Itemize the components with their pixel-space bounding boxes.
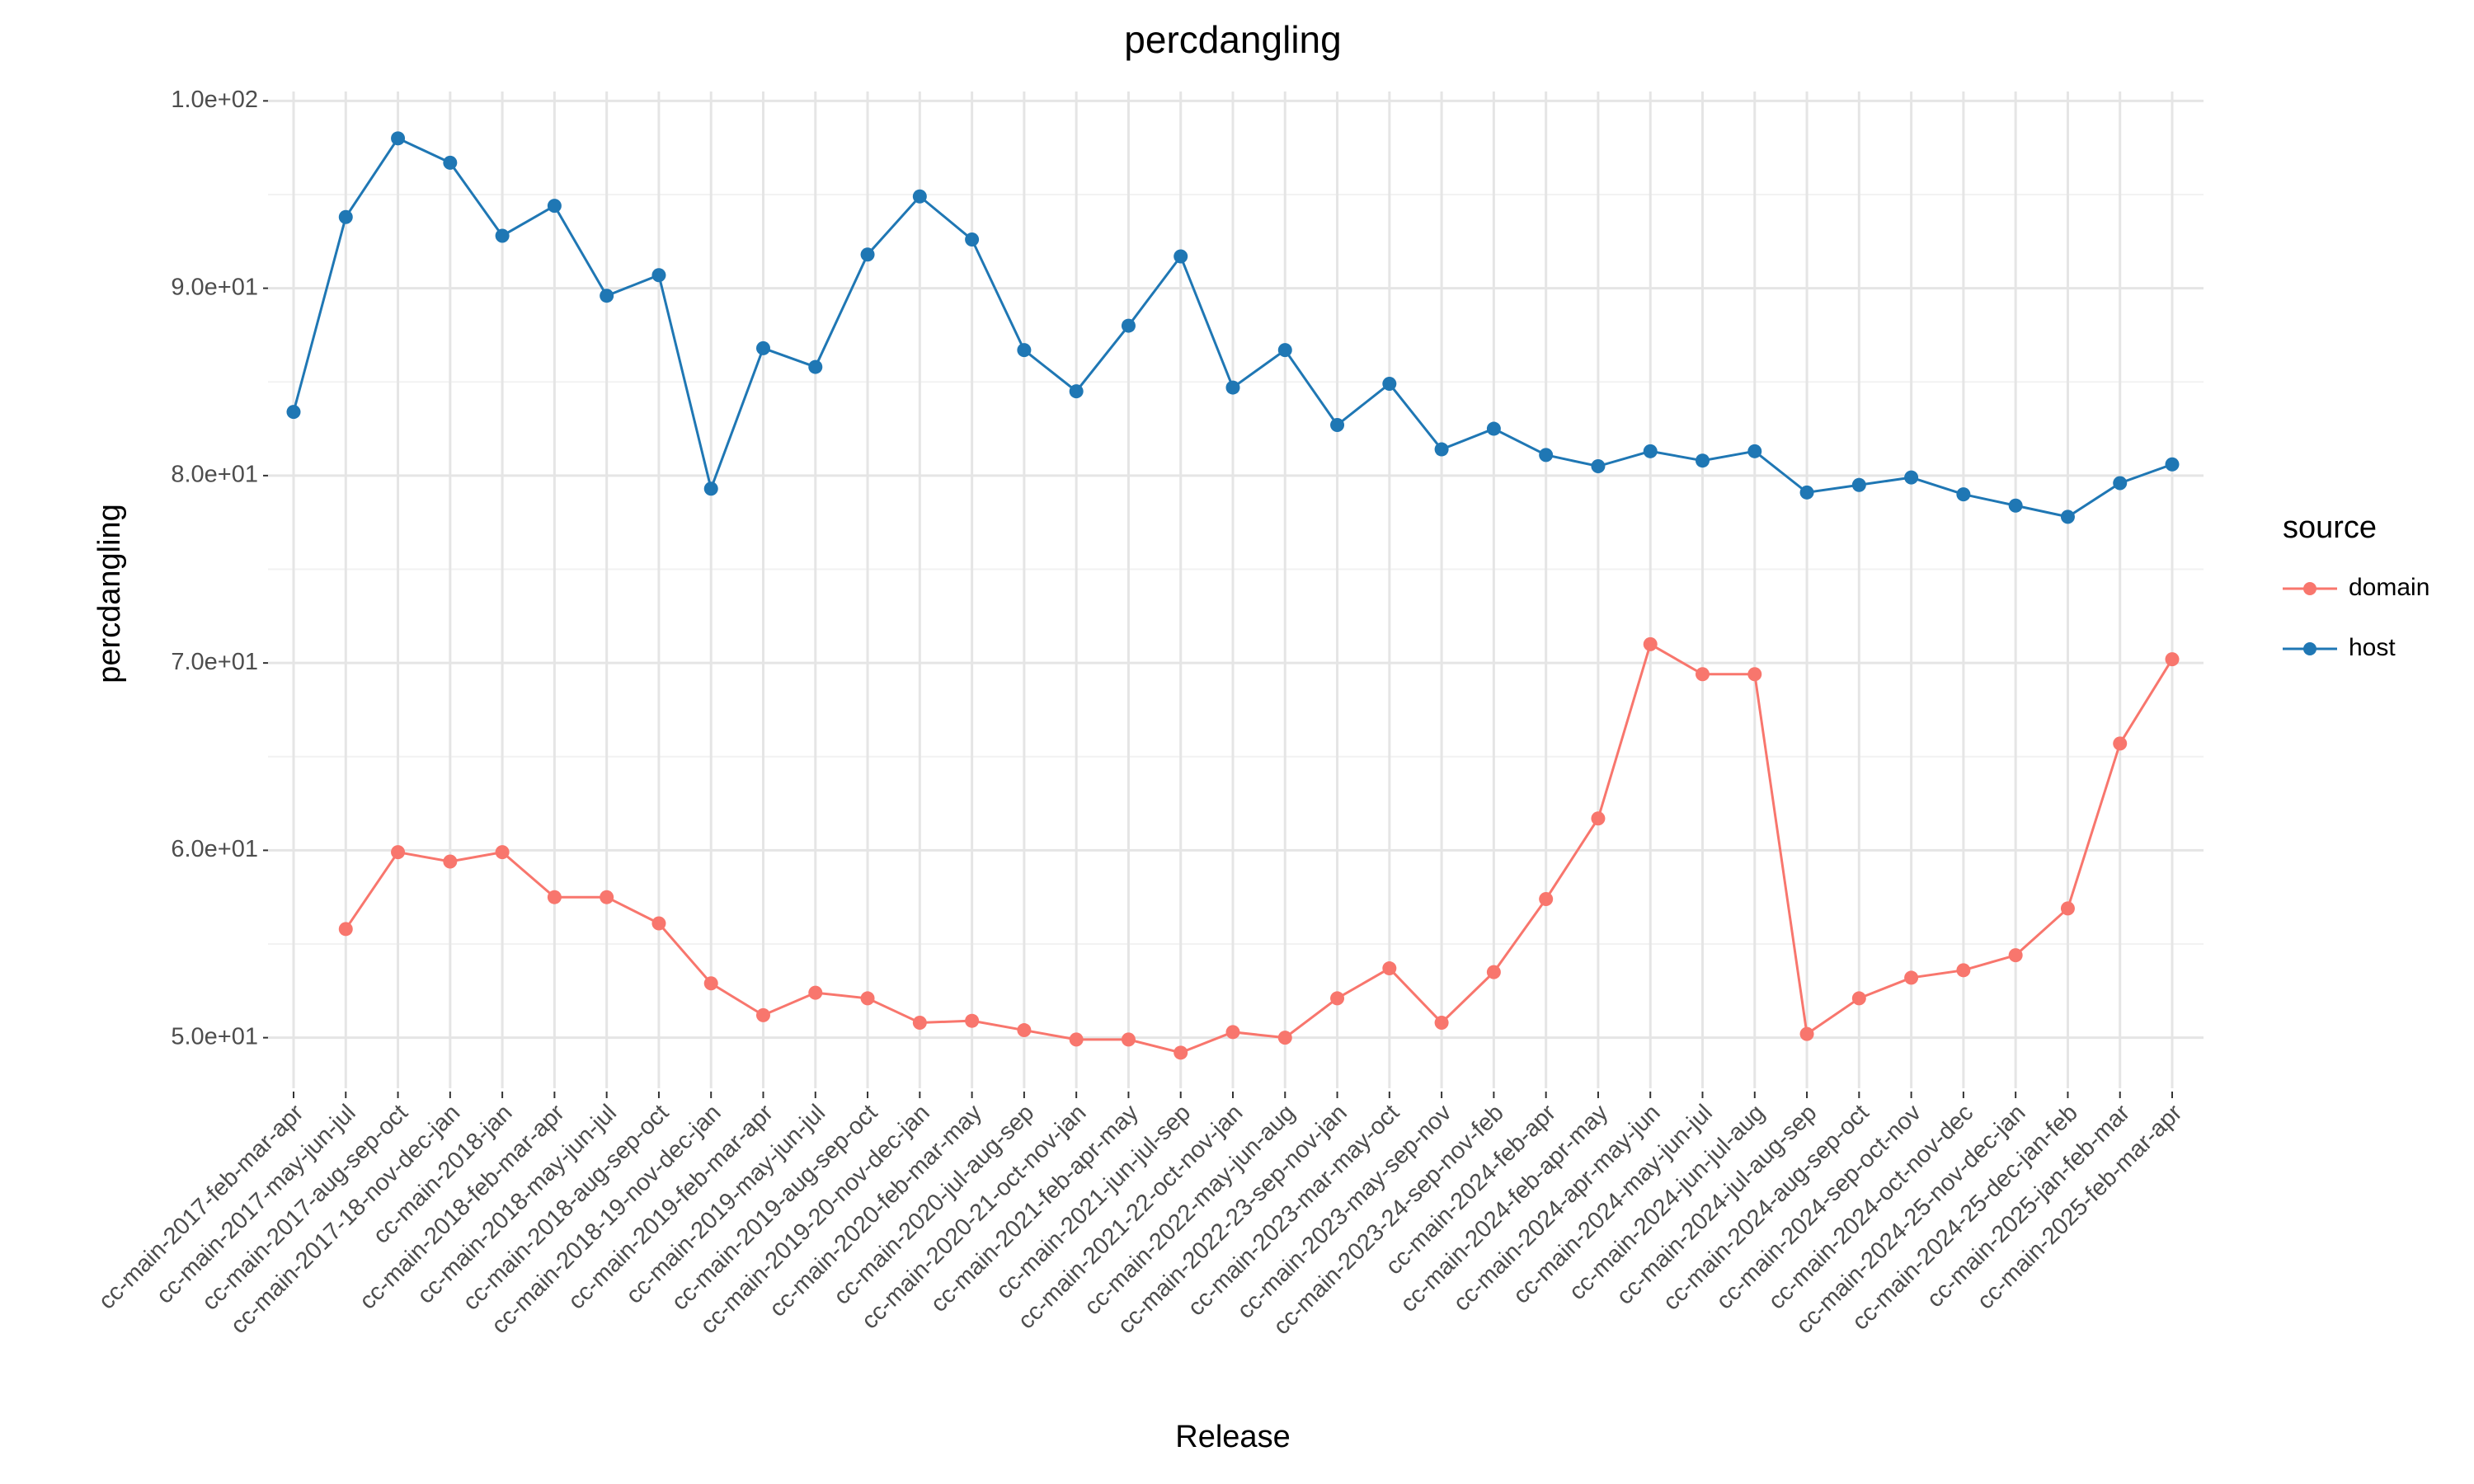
data-point [1904,970,1919,985]
data-point [808,359,823,374]
data-point [391,131,406,146]
data-point [338,922,353,937]
data-point [1069,384,1084,399]
data-point [756,340,770,355]
data-point [547,890,562,904]
data-point [1904,470,1919,485]
data-point [2060,510,2075,524]
data-point [338,209,353,224]
legend-label: domain [2349,574,2429,601]
data-point [651,916,666,931]
data-point [1277,343,1292,358]
data-point [1956,487,1971,502]
legend-title: source [2283,510,2377,545]
data-point [2113,476,2128,491]
data-point [1643,444,1658,458]
chart-title: percdangling [1124,18,1341,61]
data-point [1017,1023,1032,1038]
data-point [443,854,458,869]
data-point [495,845,510,860]
data-point [1434,442,1449,457]
y-tick-label: 9.0e+01 [171,274,258,300]
data-point [1121,1032,1136,1047]
data-point [443,155,458,170]
data-point [1591,459,1606,474]
legend-marker [2303,642,2316,655]
data-point [2165,652,2180,667]
data-point [547,199,562,214]
data-point [286,405,301,420]
data-point [1069,1032,1084,1047]
data-point [2165,457,2180,472]
data-point [1330,418,1345,433]
data-point [1747,444,1762,458]
data-point [1174,249,1188,264]
data-point [703,481,718,496]
data-point [860,991,875,1006]
data-point [1851,991,1866,1006]
x-axis-title: Release [1175,1420,1290,1454]
data-point [2008,948,2023,963]
y-tick-label: 8.0e+01 [171,462,258,488]
x-tick-label: cc-main-2017-may-jun-jul [152,1100,361,1309]
data-point [1799,485,1814,500]
data-point [1956,963,1971,978]
data-point [1174,1045,1188,1060]
y-tick-label: 6.0e+01 [171,836,258,862]
data-point [495,228,510,243]
data-point [2060,901,2075,916]
series-line [345,642,2174,1054]
y-tick-label: 1.0e+02 [171,87,258,113]
data-point [1486,421,1501,436]
data-point [1277,1031,1292,1045]
y-axis-title: percdangling [92,504,127,683]
data-point [651,268,666,283]
data-point [1330,991,1345,1006]
data-point [1539,448,1554,463]
data-point [1225,1025,1240,1040]
data-point [965,232,980,247]
data-point [1643,636,1658,651]
data-point [391,845,406,860]
legend-label: host [2349,634,2396,661]
data-point [703,976,718,991]
data-point [808,985,823,1000]
data-point [1591,811,1606,826]
data-point [1434,1015,1449,1030]
data-point [1696,667,1710,682]
data-point [1486,965,1501,979]
data-point [1121,318,1136,333]
data-point [912,189,927,204]
data-point [756,1007,770,1022]
y-tick-label: 7.0e+01 [171,649,258,675]
data-point [912,1015,927,1030]
data-point [1382,961,1397,976]
data-point [1696,453,1710,468]
data-point [2113,736,2128,751]
data-point [1017,343,1032,358]
data-point [965,1013,980,1028]
data-point [1799,1026,1814,1041]
data-point [1747,667,1762,682]
y-tick-label: 5.0e+01 [171,1023,258,1050]
data-point [860,247,875,262]
data-point [600,289,614,303]
data-point [1851,477,1866,492]
data-point [2008,498,2023,513]
legend-marker [2303,582,2316,595]
data-point [1382,377,1397,392]
data-point [1225,380,1240,395]
data-point [1539,891,1554,906]
data-point [600,890,614,904]
